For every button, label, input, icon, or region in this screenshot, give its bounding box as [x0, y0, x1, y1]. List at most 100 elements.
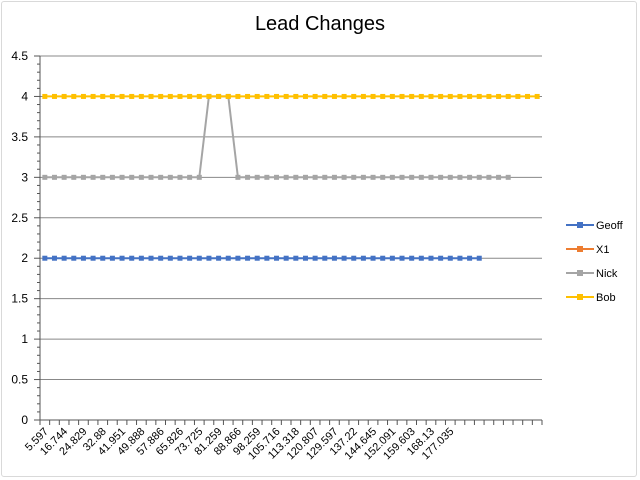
data-point-geoff	[80, 255, 86, 261]
data-point-bob	[409, 93, 415, 99]
data-point-geoff	[90, 255, 96, 261]
data-point-bob	[380, 93, 386, 99]
data-point-bob	[467, 93, 473, 99]
data-point-bob	[331, 93, 337, 99]
data-point-geoff	[187, 255, 193, 261]
data-point-nick	[418, 174, 424, 180]
data-point-bob	[196, 93, 202, 99]
data-point-nick	[496, 174, 502, 180]
data-point-bob	[534, 93, 540, 99]
data-point-bob	[302, 93, 308, 99]
data-point-bob	[100, 93, 106, 99]
data-point-geoff	[457, 255, 463, 261]
data-point-geoff	[467, 255, 473, 261]
data-point-bob	[80, 93, 86, 99]
data-point-nick	[302, 174, 308, 180]
data-point-bob	[447, 93, 453, 99]
data-point-geoff	[380, 255, 386, 261]
y-tick-label: 2	[21, 251, 28, 265]
data-point-geoff	[206, 255, 212, 261]
data-point-nick	[138, 174, 144, 180]
data-point-geoff	[476, 255, 482, 261]
data-point-bob	[351, 93, 357, 99]
data-point-bob	[399, 93, 405, 99]
data-point-bob	[225, 93, 231, 99]
data-point-geoff	[245, 255, 251, 261]
data-point-bob	[42, 93, 48, 99]
data-point-nick	[100, 174, 106, 180]
data-point-bob	[206, 93, 212, 99]
data-point-geoff	[109, 255, 115, 261]
data-point-geoff	[370, 255, 376, 261]
data-point-geoff	[341, 255, 347, 261]
data-point-geoff	[254, 255, 260, 261]
data-point-nick	[399, 174, 405, 180]
data-point-geoff	[351, 255, 357, 261]
data-point-nick	[457, 174, 463, 180]
data-point-bob	[90, 93, 96, 99]
legend-marker-bob	[577, 294, 583, 300]
data-point-nick	[158, 174, 164, 180]
data-point-bob	[438, 93, 444, 99]
data-point-geoff	[158, 255, 164, 261]
data-point-geoff	[274, 255, 280, 261]
data-point-geoff	[283, 255, 289, 261]
legend-label-bob: Bob	[596, 292, 616, 304]
data-point-bob	[274, 93, 280, 99]
data-point-nick	[447, 174, 453, 180]
data-point-bob	[51, 93, 57, 99]
data-point-nick	[119, 174, 125, 180]
data-point-geoff	[51, 255, 57, 261]
data-point-bob	[457, 93, 463, 99]
data-point-nick	[245, 174, 251, 180]
data-point-geoff	[389, 255, 395, 261]
data-point-bob	[283, 93, 289, 99]
data-point-bob	[129, 93, 135, 99]
data-point-nick	[187, 174, 193, 180]
data-point-bob	[515, 93, 521, 99]
legend-marker-x1	[577, 246, 583, 252]
data-point-geoff	[409, 255, 415, 261]
data-point-geoff	[100, 255, 106, 261]
data-point-bob	[119, 93, 125, 99]
data-point-bob	[389, 93, 395, 99]
data-point-nick	[322, 174, 328, 180]
data-point-bob	[148, 93, 154, 99]
data-point-nick	[438, 174, 444, 180]
data-point-bob	[187, 93, 193, 99]
data-point-bob	[312, 93, 318, 99]
y-tick-label: 0	[21, 413, 28, 427]
data-point-nick	[283, 174, 289, 180]
data-point-bob	[61, 93, 67, 99]
data-point-bob	[245, 93, 251, 99]
data-point-bob	[293, 93, 299, 99]
y-tick-label: 1	[21, 332, 28, 346]
data-point-nick	[235, 174, 241, 180]
legend-label-nick: Nick	[596, 268, 618, 280]
data-point-nick	[80, 174, 86, 180]
y-tick-label: 1.5	[11, 292, 28, 306]
data-point-nick	[177, 174, 183, 180]
data-point-nick	[61, 174, 67, 180]
data-point-nick	[380, 174, 386, 180]
data-point-nick	[264, 174, 270, 180]
legend-label-geoff: Geoff	[596, 220, 624, 232]
data-point-nick	[129, 174, 135, 180]
data-point-geoff	[196, 255, 202, 261]
y-tick-label: 3	[21, 170, 28, 184]
data-point-geoff	[428, 255, 434, 261]
data-point-nick	[505, 174, 511, 180]
data-point-bob	[71, 93, 77, 99]
data-point-bob	[235, 93, 241, 99]
data-point-bob	[476, 93, 482, 99]
data-point-nick	[428, 174, 434, 180]
legend-label-x1: X1	[596, 244, 609, 256]
data-point-nick	[51, 174, 57, 180]
data-point-geoff	[438, 255, 444, 261]
data-point-bob	[525, 93, 531, 99]
data-point-geoff	[138, 255, 144, 261]
data-point-nick	[90, 174, 96, 180]
data-point-geoff	[177, 255, 183, 261]
data-point-nick	[486, 174, 492, 180]
